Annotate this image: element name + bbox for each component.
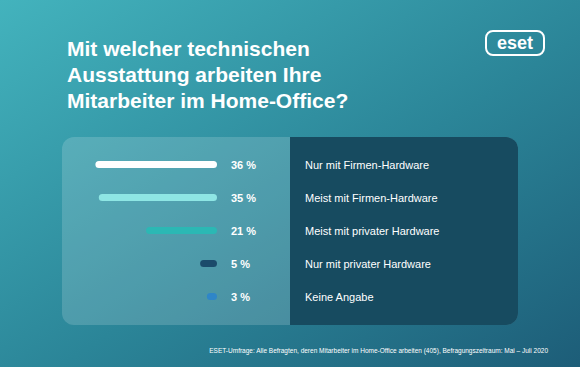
svg-text:Nur mit Firmen-Hardware: Nur mit Firmen-Hardware: [305, 159, 429, 171]
svg-text:Meist mit Firmen-Hardware: Meist mit Firmen-Hardware: [305, 192, 438, 204]
svg-text:Mitarbeiter im Home-Office?: Mitarbeiter im Home-Office?: [67, 89, 348, 112]
svg-text:ESET-Umfrage: Alle Befragten,: ESET-Umfrage: Alle Befragten, deren Mita…: [209, 347, 548, 355]
svg-text:35 %: 35 %: [231, 192, 256, 204]
svg-text:3 %: 3 %: [231, 291, 250, 303]
svg-text:Keine Angabe: Keine Angabe: [305, 291, 374, 303]
svg-text:eset: eset: [497, 33, 533, 53]
svg-text:Mit welcher technischen: Mit welcher technischen: [67, 37, 316, 60]
svg-text:Nur mit privater Hardware: Nur mit privater Hardware: [305, 258, 431, 270]
svg-text:5 %: 5 %: [231, 258, 250, 270]
svg-text:Meist mit privater Hardware: Meist mit privater Hardware: [305, 225, 439, 237]
svg-text:Ausstattung arbeiten Ihre: Ausstattung arbeiten Ihre: [67, 63, 327, 86]
svg-text:36 %: 36 %: [231, 159, 256, 171]
svg-text:21 %: 21 %: [231, 225, 256, 237]
